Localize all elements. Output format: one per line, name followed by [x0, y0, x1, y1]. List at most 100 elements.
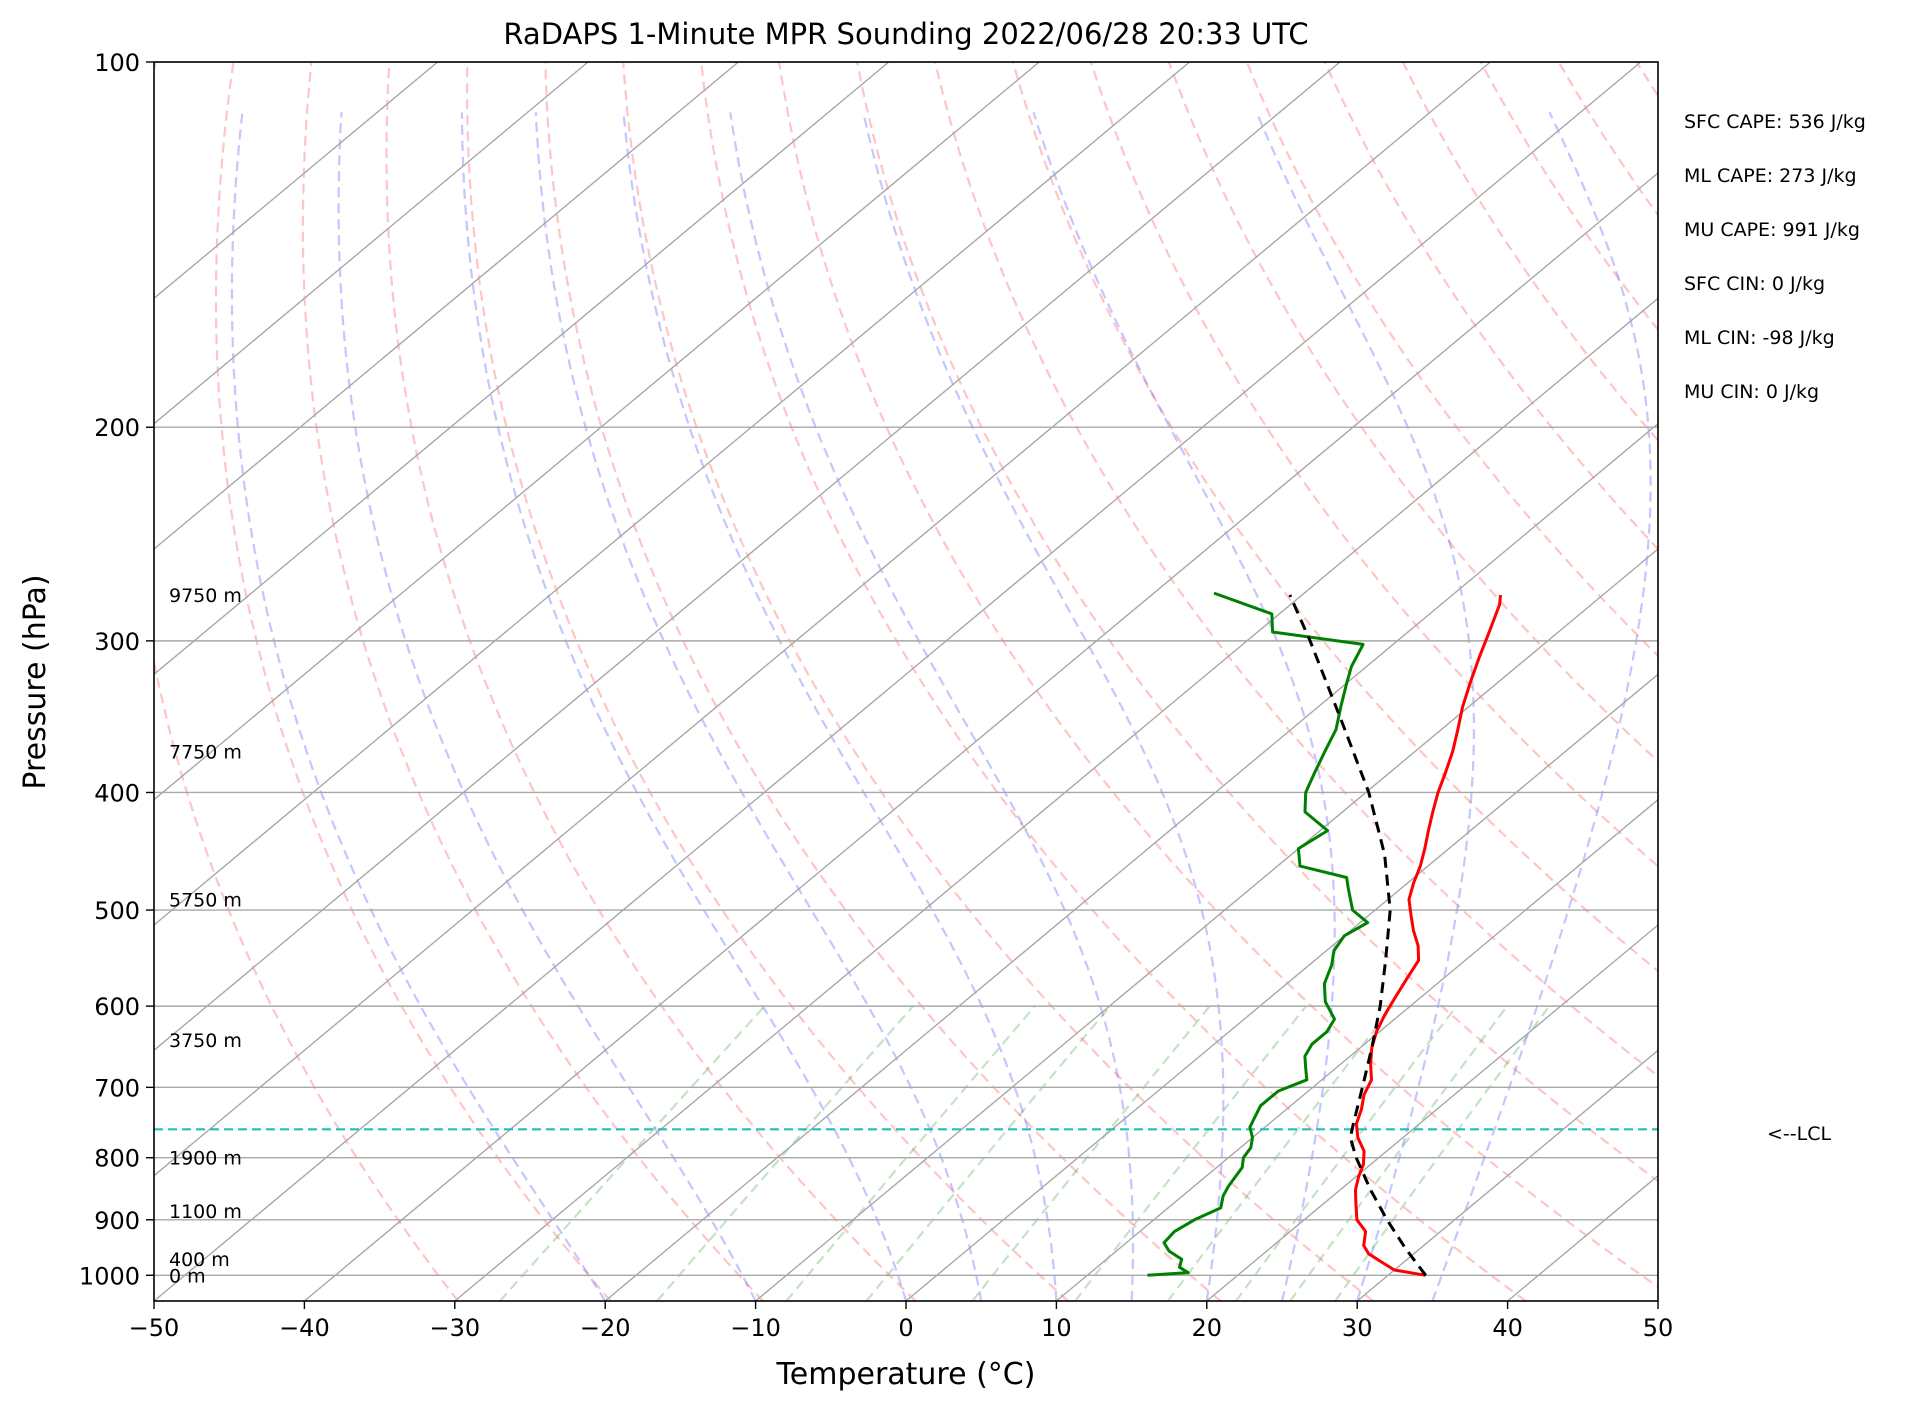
mixing-ratio-line: [1074, 1005, 1307, 1301]
y-tick-label: 500: [94, 897, 140, 925]
y-tick-label: 900: [94, 1207, 140, 1235]
moist-adiabat: [1431, 111, 1652, 1301]
mixing-ratio-line: [1289, 1005, 1509, 1301]
isotherm: [154, 62, 1191, 926]
dry-adiabat: [214, 62, 612, 1301]
mixing-ratio-line: [865, 1005, 1112, 1301]
y-tick-label: 800: [94, 1145, 140, 1173]
height-label: 1900 m: [169, 1148, 242, 1170]
x-tick-label: −20: [580, 1314, 631, 1342]
isotherm: [1657, 1300, 1658, 1301]
dry-adiabat: [301, 62, 764, 1301]
dry-adiabat: [1401, 62, 1658, 442]
isotherm: [454, 297, 1658, 1301]
mixing-ratio-line: [971, 1005, 1211, 1301]
mixing-ratio-line: [499, 1005, 766, 1301]
moist-adiabat: [862, 111, 1225, 1301]
moist-adiabat: [1032, 111, 1336, 1301]
dry-adiabat: [856, 62, 1658, 1183]
x-tick-label: 40: [1492, 1314, 1523, 1342]
moist-adiabat: [337, 112, 757, 1301]
moist-adiabat: [729, 112, 1135, 1301]
dry-adiabat: [1557, 62, 1658, 217]
x-tick-label: −50: [129, 1314, 180, 1342]
dry-adiabat: [933, 62, 1658, 1078]
isotherm: [154, 62, 589, 425]
x-tick-label: 20: [1192, 1314, 1223, 1342]
dry-adiabat: [1011, 62, 1658, 973]
temperature-profile: [1354, 594, 1502, 1277]
height-label: 5750 m: [169, 889, 242, 911]
y-axis-label: Pressure (hPa): [18, 574, 53, 789]
mu-cape-text: MU CAPE: 991 J/kg: [1684, 219, 1860, 241]
ml-cin-text: ML CIN: -98 J/kg: [1684, 327, 1835, 349]
sounding-profiles: [154, 591, 1658, 1277]
dry-adiabat: [622, 62, 1374, 1301]
dry-adiabat: [544, 62, 1222, 1301]
y-tick-label: 400: [94, 779, 140, 807]
isotherm: [1356, 1049, 1658, 1301]
cape-cin-annotations: SFC CAPE: 536 J/kg ML CAPE: 273 J/kg MU …: [1684, 111, 1866, 403]
x-tick-label: 0: [898, 1314, 913, 1342]
chart-title: RaDAPS 1-Minute MPR Sounding 2022/06/28 …: [503, 17, 1308, 51]
x-tick-label: −10: [730, 1314, 781, 1342]
moist-adiabat: [622, 112, 1058, 1301]
y-tick-label: 300: [94, 628, 140, 656]
dry-adiabat: [465, 62, 1069, 1301]
moist-adiabat: [1255, 111, 1475, 1301]
parcel-profile: [1288, 594, 1427, 1277]
sfc-cape-text: SFC CAPE: 536 J/kg: [1684, 111, 1866, 133]
isotherm: [154, 62, 890, 676]
isotherm: [1055, 798, 1658, 1301]
isotherm: [303, 172, 1658, 1301]
mixing-ratio-line: [1167, 1005, 1394, 1301]
dewpoint-profile: [1147, 591, 1370, 1277]
dry-adiabat: [1871, 62, 1911, 1301]
isotherm: [905, 673, 1658, 1301]
isotherm: [154, 62, 1491, 1177]
height-label: 9750 m: [169, 585, 242, 607]
isotherm: [154, 62, 1341, 1052]
y-tick-label: 100: [94, 49, 140, 77]
x-tick-label: −40: [279, 1314, 330, 1342]
isotherm: [755, 548, 1658, 1301]
sfc-cin-text: SFC CIN: 0 J/kg: [1684, 273, 1825, 295]
dry-adiabat: [1793, 62, 1911, 1301]
dry-adiabat: [1245, 62, 1658, 658]
x-axis-label: Temperature (°C): [776, 1357, 1036, 1392]
dry-adiabat: [1715, 62, 1911, 1301]
x-tick-label: 30: [1342, 1314, 1373, 1342]
isotherm: [154, 62, 1642, 1301]
x-tick-label: 50: [1643, 1314, 1674, 1342]
dry-adiabat: [1323, 62, 1658, 551]
x-tick-label: 10: [1041, 1314, 1072, 1342]
isotherm: [154, 62, 1040, 801]
mixing-ratio-line: [785, 1005, 1036, 1301]
height-label: 1100 m: [169, 1201, 242, 1223]
dry-adiabat: [700, 62, 1527, 1301]
dry-adiabat: [1089, 62, 1658, 868]
dry-adiabat: [154, 62, 459, 1301]
height-label: 3750 m: [169, 1030, 242, 1052]
dry-adiabat: [1635, 62, 1658, 98]
dry-adiabat: [1479, 62, 1658, 332]
mu-cin-text: MU CIN: 0 J/kg: [1684, 381, 1819, 403]
height-label: 0 m: [169, 1265, 206, 1287]
height-label: 7750 m: [169, 741, 242, 763]
height-label: 400 m: [169, 1249, 230, 1271]
y-tick-label: 200: [94, 414, 140, 442]
lcl-label: <--LCL: [1767, 1123, 1831, 1145]
isotherm: [154, 62, 439, 300]
moist-adiabat: [534, 112, 983, 1301]
dry-adiabat: [778, 62, 1658, 1289]
moist-adiabat: [460, 112, 908, 1301]
y-tick-label: 1000: [79, 1262, 140, 1290]
y-tick-label: 600: [94, 993, 140, 1021]
moist-adiabat: [230, 112, 607, 1301]
isotherm: [1206, 924, 1658, 1301]
y-tick-label: 700: [94, 1074, 140, 1102]
ml-cape-text: ML CAPE: 273 J/kg: [1684, 165, 1857, 187]
dry-adiabat: [385, 62, 917, 1301]
